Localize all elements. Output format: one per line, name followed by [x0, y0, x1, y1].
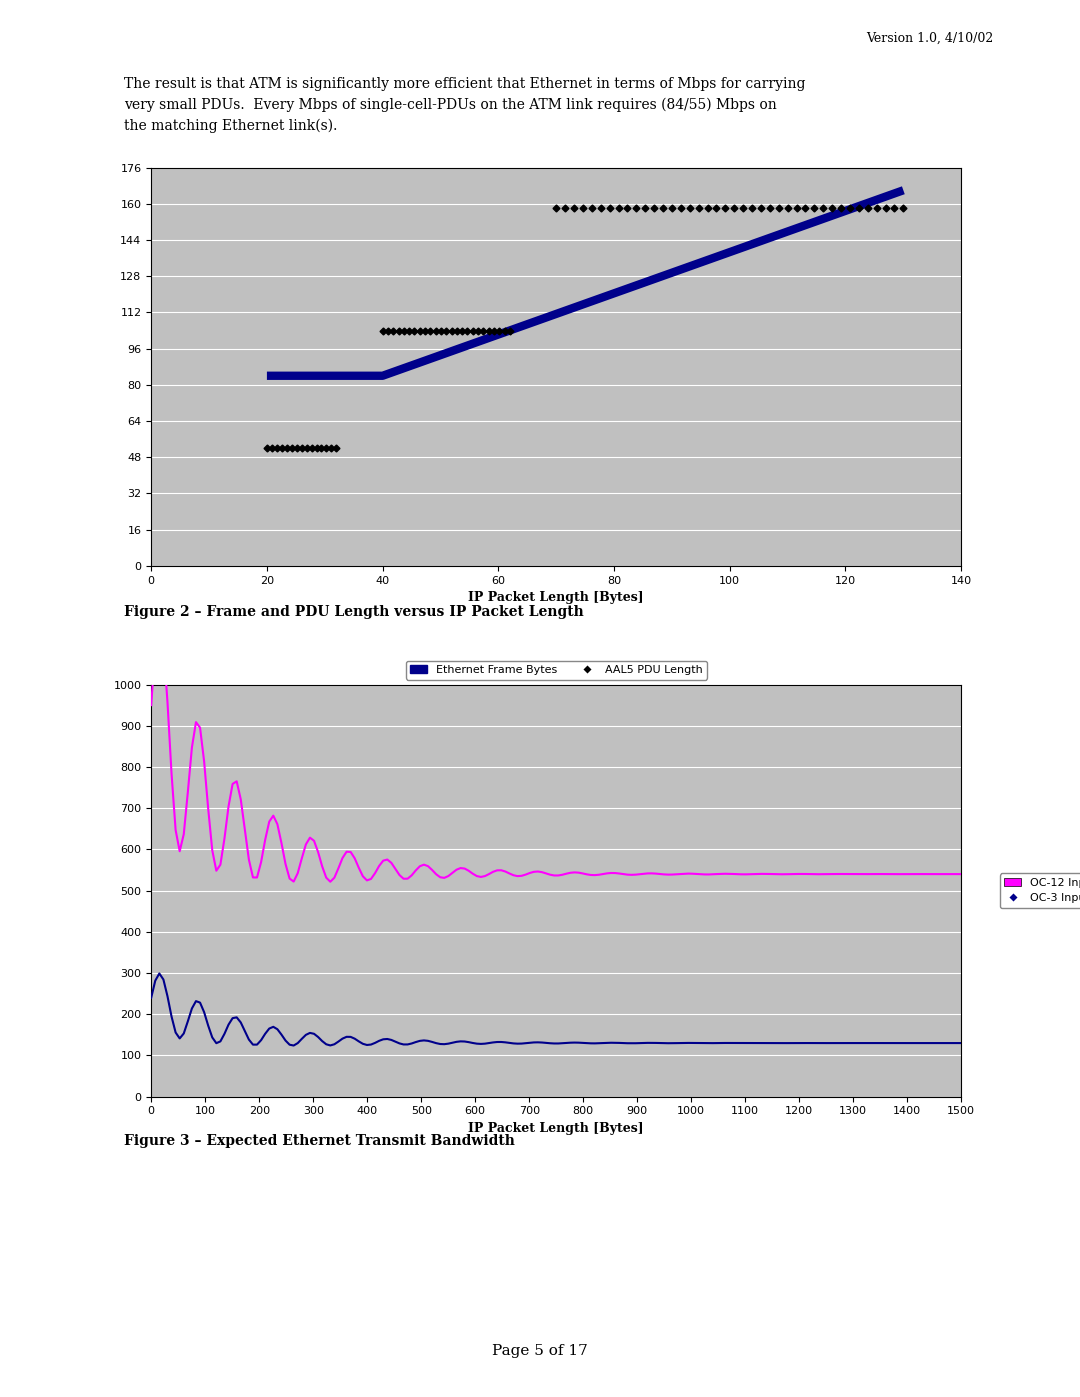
Text: Figure 3 – Expected Ethernet Transmit Bandwidth: Figure 3 – Expected Ethernet Transmit Ba… [124, 1134, 515, 1148]
Text: Figure 2 – Frame and PDU Length versus IP Packet Length: Figure 2 – Frame and PDU Length versus I… [124, 605, 584, 619]
X-axis label: IP Packet Length [Bytes]: IP Packet Length [Bytes] [469, 591, 644, 604]
Text: Version 1.0, 4/10/02: Version 1.0, 4/10/02 [866, 32, 994, 45]
Text: Page 5 of 17: Page 5 of 17 [492, 1344, 588, 1358]
Legend: OC-12 Input, OC-3 Input: OC-12 Input, OC-3 Input [1000, 873, 1080, 908]
X-axis label: IP Packet Length [Bytes]: IP Packet Length [Bytes] [469, 1122, 644, 1134]
Legend: Ethernet Frame Bytes, AAL5 PDU Length: Ethernet Frame Bytes, AAL5 PDU Length [406, 661, 706, 680]
Text: The result is that ATM is significantly more efficient that Ethernet in terms of: The result is that ATM is significantly … [124, 77, 806, 133]
